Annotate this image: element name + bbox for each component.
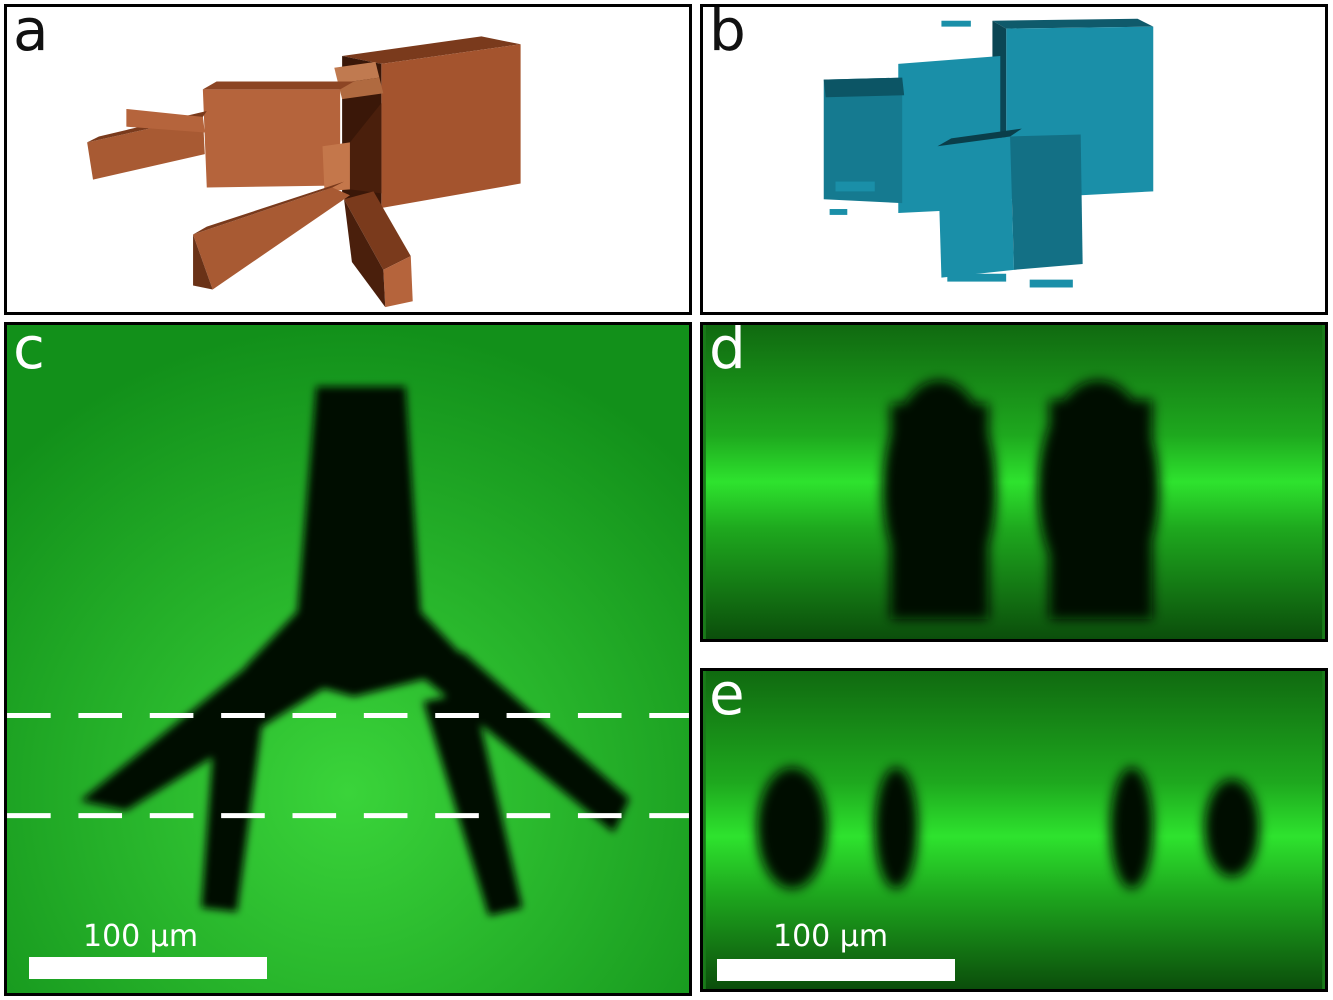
panel-label-b: b (709, 4, 746, 64)
panel-c: c 100 µm (4, 322, 692, 996)
fluorescence-image-c (7, 325, 689, 993)
scale-bar-label-c: 100 µm (83, 919, 199, 954)
scale-bar-label-e: 100 µm (773, 919, 889, 954)
reconstructed-structure-b (823, 18, 1154, 288)
panel-label-d: d (709, 322, 746, 382)
cross-section-image-d (705, 325, 1323, 639)
cross-section-image-e (705, 671, 1323, 989)
panel-label-a: a (13, 4, 49, 64)
panel-e: e 100 µm (700, 668, 1328, 992)
panel-a: a (4, 4, 692, 315)
scale-bar-c (29, 957, 267, 979)
rendered-structure-a (87, 36, 521, 308)
panel-d: d (700, 322, 1328, 642)
scale-bar-e (717, 959, 955, 981)
panel-b: b (700, 4, 1328, 315)
panel-label-e: e (709, 668, 745, 728)
panel-label-c: c (13, 322, 45, 382)
